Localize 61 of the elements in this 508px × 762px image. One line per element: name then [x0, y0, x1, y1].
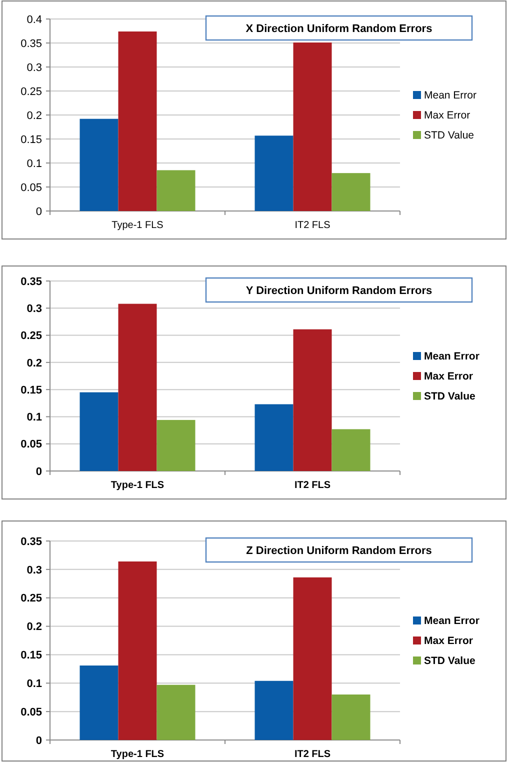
x-tick-label: Type-1 FLS	[110, 749, 164, 760]
bar	[80, 666, 118, 740]
y-tick-label: 0	[36, 206, 42, 218]
y-tick-label: 0	[36, 734, 42, 747]
y-tick-label: 0	[36, 466, 42, 478]
bar	[332, 694, 370, 740]
bar	[293, 42, 332, 211]
y-tick-label: 0.15	[20, 134, 42, 146]
bar	[332, 173, 370, 211]
y-tick-label: 0.35	[20, 276, 42, 288]
y-tick-label: 0.05	[20, 438, 42, 451]
y-tick-label: 0.3	[26, 62, 42, 74]
legend-label: STD Value	[424, 390, 476, 403]
legend-label: Mean Error	[424, 90, 478, 102]
bar	[118, 561, 157, 740]
y-tick-label: 0.25	[20, 86, 42, 98]
y-tick-label: 0.25	[20, 592, 42, 605]
y-tick-label: 0.4	[26, 14, 42, 26]
legend-label: Mean Error	[424, 615, 480, 628]
bar	[118, 304, 157, 471]
bar	[254, 404, 294, 471]
y-tick-label: 0.35	[20, 38, 42, 50]
y-tick-label: 0.25	[20, 330, 42, 342]
legend-label: Max Error	[424, 110, 471, 122]
legend-label: Max Error	[424, 370, 474, 383]
bar	[293, 577, 332, 740]
y-tick-label: 0.1	[26, 678, 42, 690]
legend-label: Mean Error	[424, 350, 480, 363]
bar	[80, 392, 118, 471]
bar	[254, 680, 294, 740]
legend-label: Max Error	[424, 635, 474, 648]
y-tick-label: 0.15	[20, 650, 42, 662]
y-tick-label: 0.2	[26, 621, 42, 634]
y-tick-label: 0.2	[26, 110, 42, 122]
x-tick-label: IT2 FLS	[294, 480, 331, 491]
bar	[254, 136, 294, 211]
y-tick-label: 0.3	[26, 564, 42, 576]
y-tick-label: 0.05	[20, 182, 42, 194]
y-tick-label: 0.1	[26, 412, 42, 424]
bar	[332, 429, 370, 471]
x-tick-label: IT2 FLS	[294, 749, 331, 760]
bar	[118, 31, 157, 211]
chart-title: Y Direction Uniform Random Errors	[246, 284, 432, 297]
chart-title: X Direction Uniform Random Errors	[246, 22, 432, 35]
bar	[156, 420, 196, 471]
bar	[156, 684, 196, 740]
y-tick-label: 0.15	[20, 384, 42, 396]
x-tick-label: IT2 FLS	[294, 220, 331, 231]
y-tick-label: 0.05	[20, 706, 42, 718]
y-tick-label: 0.35	[20, 536, 42, 548]
chart-title: Z Direction Uniform Random Errors	[246, 544, 432, 557]
y-tick-label: 0.2	[26, 357, 42, 370]
y-tick-label: 0.1	[26, 158, 42, 170]
bar	[156, 170, 196, 211]
x-tick-label: Type-1 FLS	[112, 220, 164, 231]
bar	[80, 118, 118, 211]
legend-label: STD Value	[424, 655, 476, 668]
legend-label: STD Value	[424, 130, 474, 142]
x-tick-label: Type-1 FLS	[110, 480, 164, 491]
bar	[293, 329, 332, 471]
y-tick-label: 0.3	[26, 302, 42, 315]
